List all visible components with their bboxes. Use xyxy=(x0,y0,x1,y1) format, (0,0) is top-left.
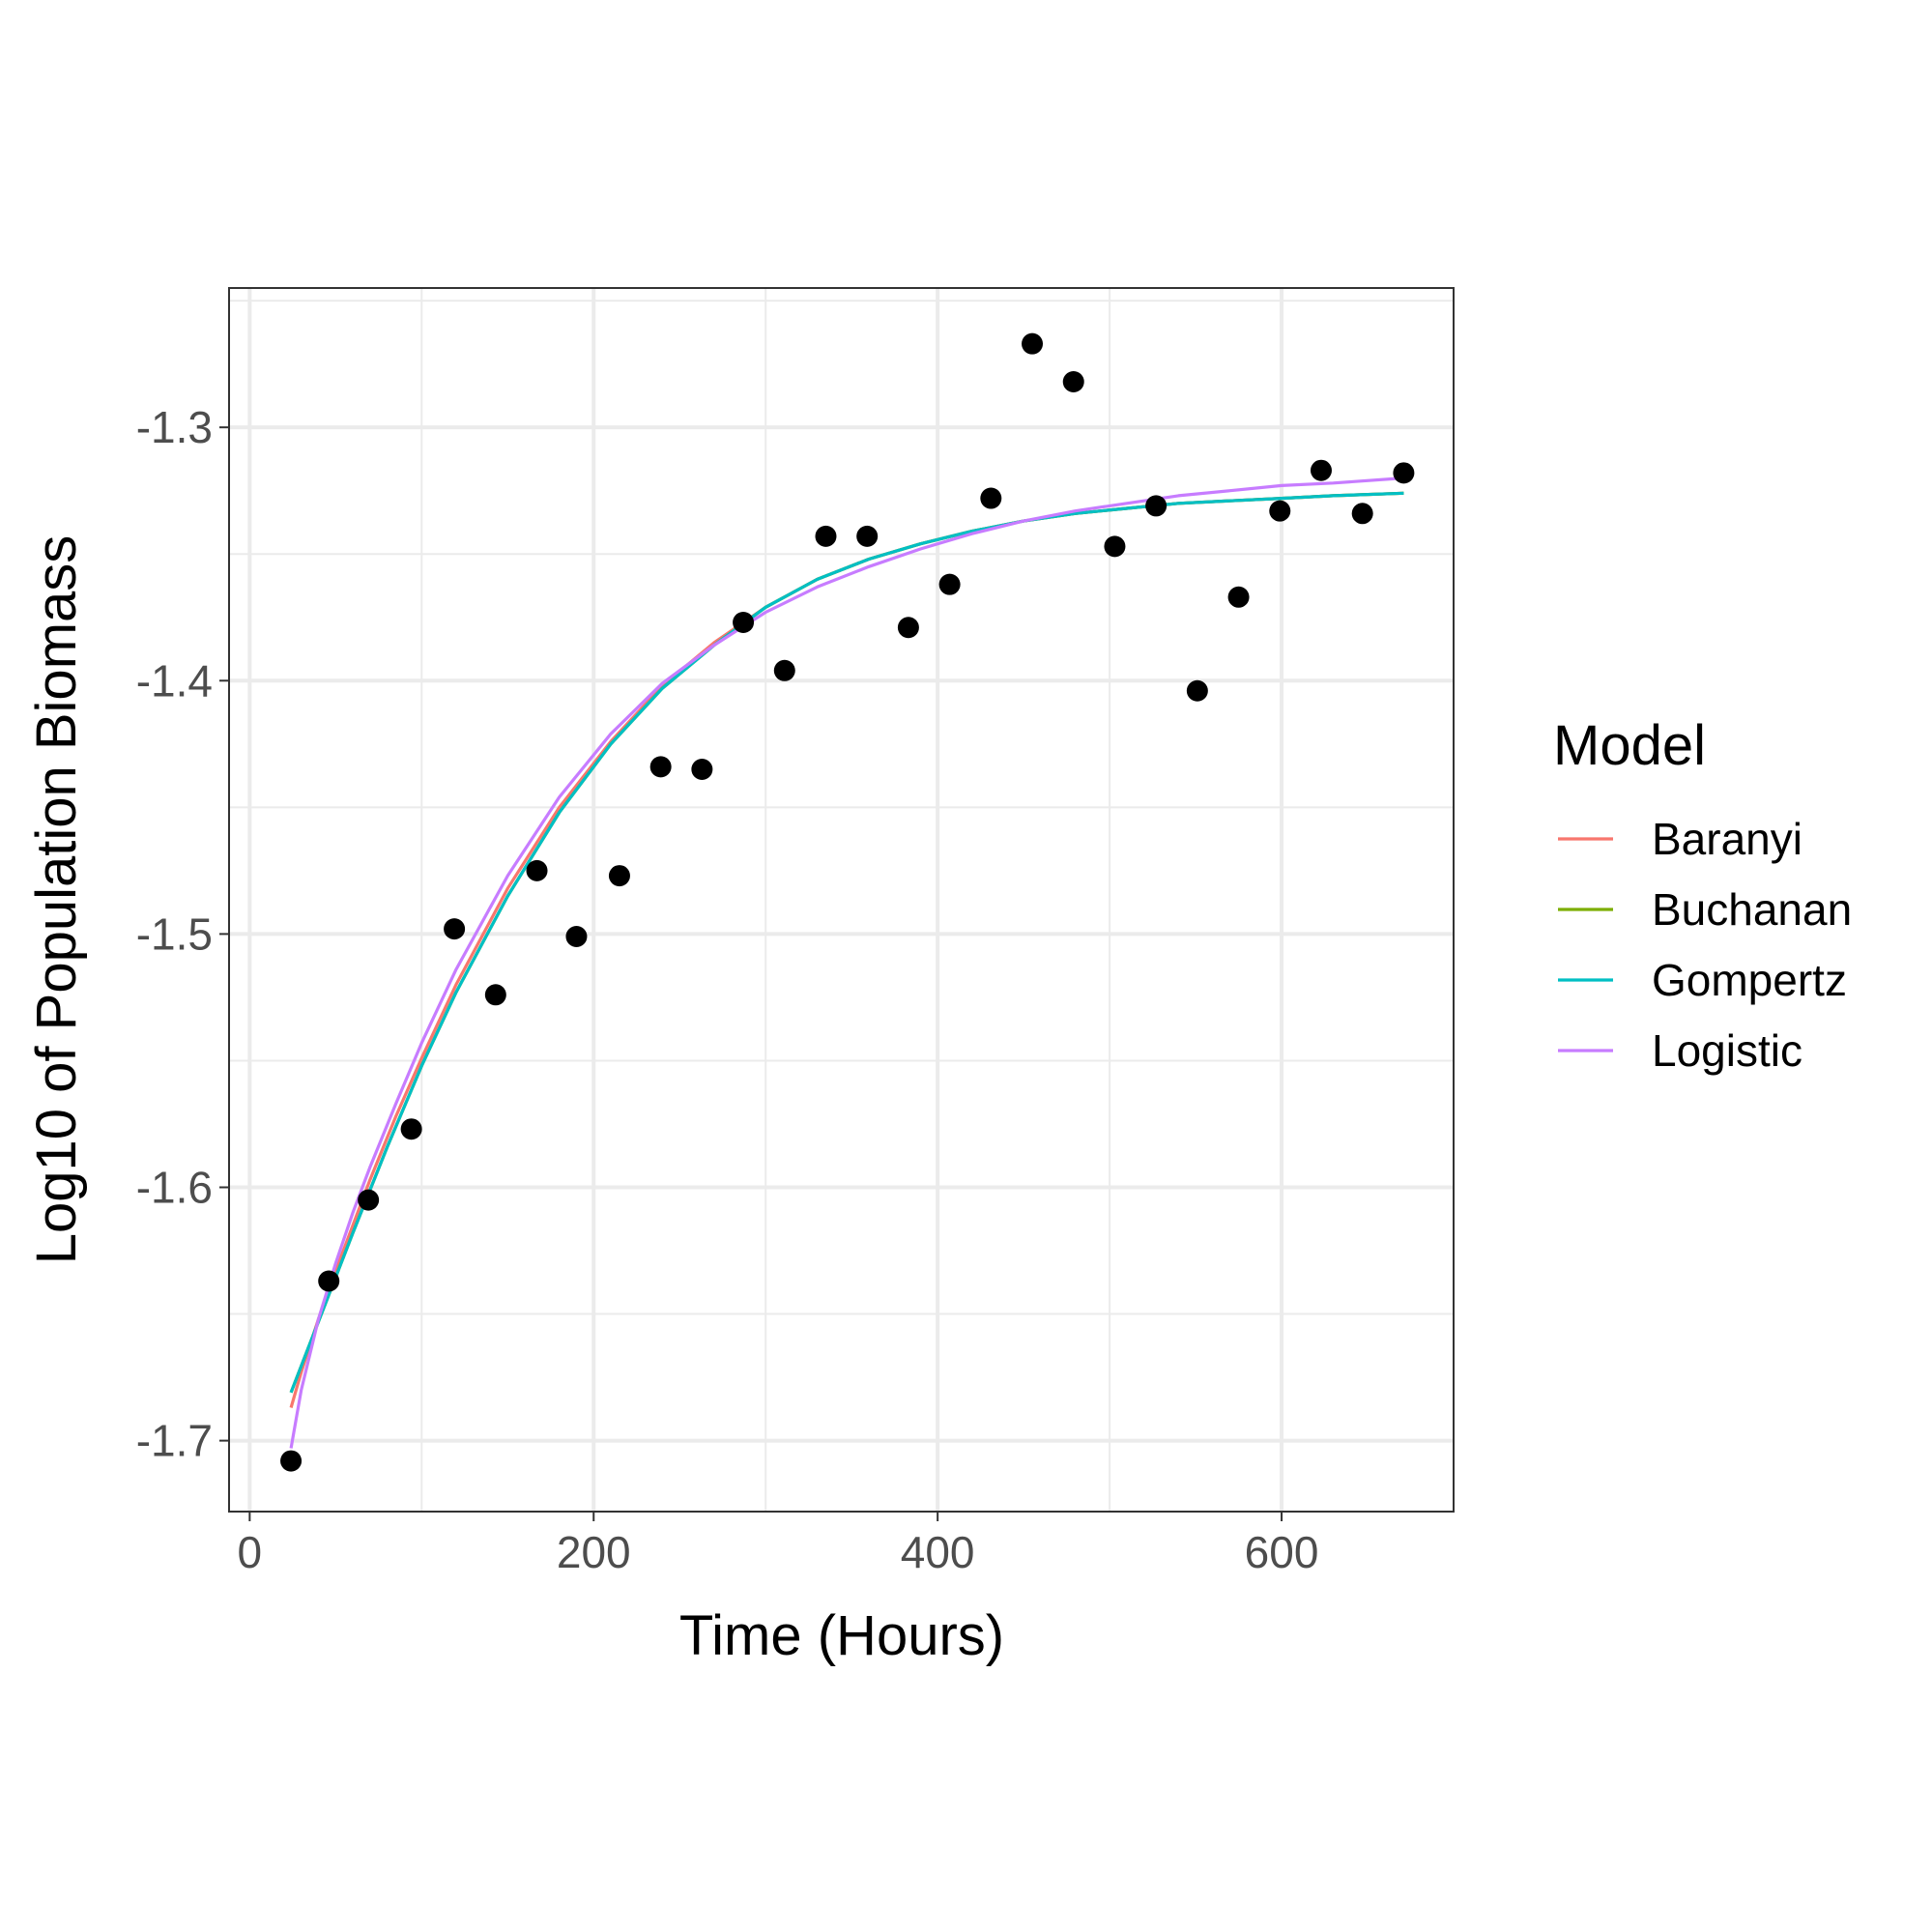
legend-items: Baranyi Buchanan Gompertz Logistic xyxy=(1558,814,1852,1076)
y-tick-label: -1.6 xyxy=(136,1162,213,1212)
data-point xyxy=(815,525,837,547)
data-point xyxy=(526,859,548,881)
x-tick-label: 0 xyxy=(238,1527,263,1577)
data-point xyxy=(358,1189,380,1211)
x-tick-label: 600 xyxy=(1245,1527,1319,1577)
data-point xyxy=(444,918,466,940)
data-point xyxy=(1186,679,1208,702)
data-point xyxy=(938,573,961,595)
plot-border xyxy=(228,287,1455,1513)
data-point xyxy=(608,865,630,887)
data-point xyxy=(980,487,1002,509)
legend: Model Baranyi Buchanan Gompertz Logistic xyxy=(1553,714,1852,1076)
x-axis: 0 200 400 600 xyxy=(238,1512,1319,1577)
data-point xyxy=(691,759,713,781)
x-tick-label: 400 xyxy=(901,1527,975,1577)
data-point xyxy=(1104,535,1126,558)
data-point xyxy=(1269,500,1291,522)
data-point xyxy=(733,611,755,633)
data-point xyxy=(856,525,879,547)
series-line-gompertz xyxy=(289,491,1404,1394)
y-tick-label: -1.4 xyxy=(136,655,213,706)
legend-label-buchanan: Buchanan xyxy=(1652,884,1852,935)
data-point xyxy=(565,926,588,948)
y-axis-title: Log10 of Population Biomass xyxy=(25,535,88,1265)
major-gridlines xyxy=(229,288,1454,1512)
y-tick-label: -1.5 xyxy=(136,908,213,959)
data-point xyxy=(280,1450,303,1472)
data-point xyxy=(400,1118,422,1140)
y-tick-label: -1.3 xyxy=(136,402,213,452)
data-point xyxy=(1351,503,1373,525)
data-point xyxy=(1145,495,1168,517)
data-point xyxy=(1393,462,1415,484)
legend-label-gompertz: Gompertz xyxy=(1652,955,1847,1005)
data-point xyxy=(1227,586,1250,608)
observation-points xyxy=(280,332,1415,1472)
y-axis: -1.7 -1.6 -1.5 -1.4 -1.3 xyxy=(136,402,229,1466)
plot-background xyxy=(229,288,1454,1512)
y-tick-label: -1.7 xyxy=(136,1416,213,1466)
data-point xyxy=(897,617,919,639)
legend-label-baranyi: Baranyi xyxy=(1652,814,1802,864)
x-axis-title: Time (Hours) xyxy=(679,1604,1004,1667)
legend-label-logistic: Logistic xyxy=(1652,1025,1802,1076)
data-point xyxy=(484,984,506,1006)
legend-title: Model xyxy=(1553,714,1706,777)
data-point xyxy=(1310,459,1332,481)
data-point xyxy=(773,659,795,681)
data-point xyxy=(649,756,672,778)
data-point xyxy=(1062,370,1084,392)
data-point xyxy=(318,1270,340,1292)
x-tick-label: 200 xyxy=(557,1527,631,1577)
data-point xyxy=(1022,332,1044,355)
